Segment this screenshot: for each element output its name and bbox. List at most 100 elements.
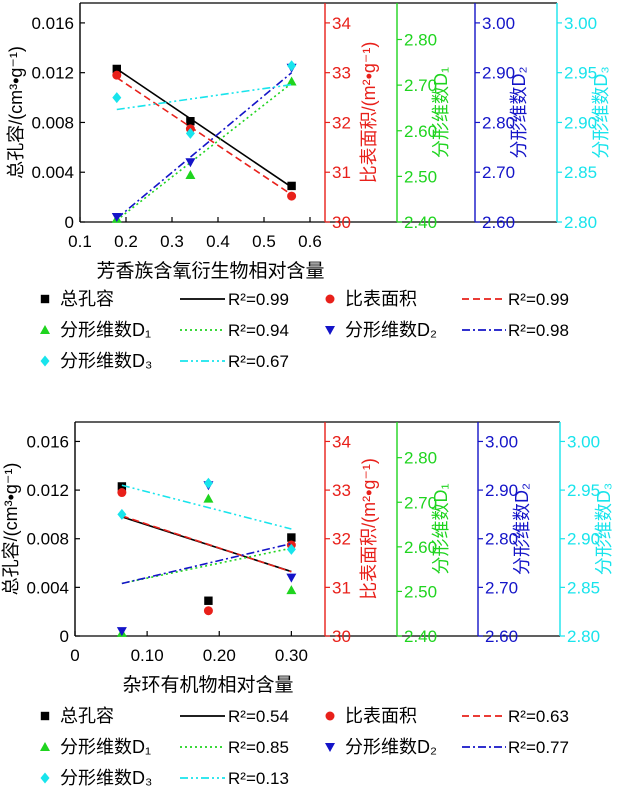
y-tick-label: 0.004 xyxy=(31,163,74,182)
data-point xyxy=(117,482,127,491)
y-tick-label: 32 xyxy=(332,530,351,549)
chart-panel-2: 0 0.10 0.20 0.30 杂环有机物相对含量 0 0.004 0.008 0.012 0.… xyxy=(1,421,614,788)
legend-r2: R²=0.99 xyxy=(508,290,569,309)
fit-line xyxy=(116,68,293,188)
y-axis-title: 分形维数D₃ xyxy=(591,66,611,158)
legend-r2: R²=0.13 xyxy=(228,769,289,788)
series-d3 xyxy=(112,60,297,139)
legend-item: 总孔容 R²=0.99 xyxy=(40,289,289,309)
fit-line xyxy=(116,83,292,111)
x-tick-label: 0.2 xyxy=(114,232,138,251)
y-axis-ssa: 30 31 32 33 34 比表面积/(m²•g⁻¹) xyxy=(324,3,379,232)
y-tick-label: 32 xyxy=(332,113,351,132)
y-tick-label: 2.85 xyxy=(567,578,600,597)
legend-label: 分形维数D₃ xyxy=(60,768,152,788)
x-axis-title: 杂环有机物相对含量 xyxy=(122,674,293,696)
data-point xyxy=(186,117,195,126)
legend-r2: R²=0.98 xyxy=(508,321,569,340)
y-tick-label: 0.016 xyxy=(26,432,69,451)
legend-label: 分形维数D₂ xyxy=(345,737,437,757)
chart-panel-1: 0.1 0.2 0.3 0.4 0.5 0.6 芳香族含氧衍生物相对含量 0 0.004 0.00… xyxy=(6,2,611,371)
x-tick-label: 0.6 xyxy=(298,232,322,251)
y-tick-label: 0.004 xyxy=(26,578,69,597)
series-ssa xyxy=(117,488,296,616)
legend-item: 分形维数D₁ R²=0.85 xyxy=(40,737,289,757)
series-ssa xyxy=(112,70,297,201)
y-axis-title: 比表面积/(m²•g⁻¹) xyxy=(359,458,379,600)
y-tick-label: 0 xyxy=(60,627,69,646)
legend-r2: R²=0.94 xyxy=(228,321,289,340)
data-point xyxy=(116,627,127,637)
legend-r2: R²=0.67 xyxy=(228,352,289,371)
y-tick-label: 0.008 xyxy=(31,113,74,132)
y-axis-d3: 2.80 2.85 2.90 2.95 3.00 分形维数D₃ xyxy=(556,3,611,232)
y-tick-label: 30 xyxy=(332,627,351,646)
legend-label: 总孔容 xyxy=(60,289,114,309)
data-point xyxy=(286,76,297,86)
legend: 总孔容 R²=0.54 比表面积 R²=0.63 分形维数D₁ R²=0.85 分形维数D₂… xyxy=(40,706,569,788)
legend-r2: R²=0.85 xyxy=(228,738,289,757)
y-tick-label: 2.90 xyxy=(564,113,597,132)
y-tick-label: 2.80 xyxy=(404,449,437,468)
y-tick-label: 3.00 xyxy=(567,432,600,451)
y-tick-label: 30 xyxy=(332,213,351,232)
y-tick-label: 2.60 xyxy=(482,213,515,232)
data-point xyxy=(112,64,121,74)
legend-marker xyxy=(40,325,50,334)
fit-line xyxy=(121,542,292,585)
fit-line xyxy=(121,547,292,585)
y-tick-label: 2.70 xyxy=(404,493,437,512)
data-point xyxy=(203,493,214,503)
y-axis-d2: 2.60 2.70 2.80 2.90 3.00 分形维数D₂ xyxy=(477,422,532,646)
data-point xyxy=(286,585,297,595)
y-tick-label: 3.00 xyxy=(564,14,597,33)
fit-line xyxy=(116,82,293,221)
y-tick-label: 2.70 xyxy=(404,76,437,95)
x-tick-label: 0.5 xyxy=(252,232,276,251)
legend: 总孔容 R²=0.99 比表面积 R²=0.99 分形维数D₁ R²=0.94 分形维数D₂… xyxy=(40,289,569,371)
y-tick-label: 2.60 xyxy=(404,122,437,141)
legend-item: 分形维数D₃ R²=0.67 xyxy=(40,351,289,371)
legend-item: 分形维数D₁ R²=0.94 xyxy=(40,320,289,340)
y-tick-label: 2.50 xyxy=(404,582,437,601)
series-d1 xyxy=(111,76,297,223)
y-tick-label: 2.60 xyxy=(404,538,437,557)
legend-marker xyxy=(325,294,335,304)
y-axis-title: 分形维数D₂ xyxy=(509,67,529,159)
legend-label: 分形维数D₁ xyxy=(60,737,151,757)
legend-item: 分形维数D₂ R²=0.77 xyxy=(325,737,569,757)
y-tick-label: 31 xyxy=(332,163,351,182)
data-point xyxy=(286,543,296,555)
y-tick-label: 3.00 xyxy=(482,14,515,33)
data-point xyxy=(185,170,196,180)
y-tick-label: 2.80 xyxy=(485,530,518,549)
y-tick-label: 2.80 xyxy=(482,113,515,132)
y-axis-title: 分形维数D₁ xyxy=(431,483,451,574)
y-tick-label: 2.70 xyxy=(482,163,515,182)
y-axis-d1: 2.40 2.50 2.60 2.70 2.80 分形维数D₁ xyxy=(396,422,451,646)
x-tick-label: 0.3 xyxy=(160,232,184,251)
legend-item: 总孔容 R²=0.54 xyxy=(40,706,289,726)
y-tick-label: 2.80 xyxy=(564,213,597,232)
legend-r2: R²=0.63 xyxy=(508,707,569,726)
data-point xyxy=(287,181,296,191)
legend-r2: R²=0.99 xyxy=(228,290,289,309)
legend-label: 比表面积 xyxy=(345,289,417,309)
y-tick-label: 2.80 xyxy=(567,627,600,646)
x-tick-label: 0 xyxy=(70,646,79,665)
data-point xyxy=(286,573,297,583)
data-point xyxy=(117,508,127,520)
y-tick-label: 2.80 xyxy=(404,31,437,50)
x-tick-label: 0.20 xyxy=(203,646,236,665)
legend-marker xyxy=(40,742,50,751)
y-tick-label: 0.016 xyxy=(31,14,74,33)
legend-label: 分形维数D₁ xyxy=(60,320,151,340)
data-point xyxy=(287,533,296,542)
legend-label: 分形维数D₂ xyxy=(345,320,437,340)
y-tick-label: 2.90 xyxy=(485,481,518,500)
y-axis-pv: 0 0.004 0.008 0.012 0.016 总孔容/(cm³•g⁻¹) xyxy=(1,422,80,646)
y-axis-title: 比表面积/(m²•g⁻¹) xyxy=(359,42,379,184)
fit-line xyxy=(121,515,292,573)
data-point xyxy=(287,191,297,201)
legend-r2: R²=0.77 xyxy=(508,738,569,757)
